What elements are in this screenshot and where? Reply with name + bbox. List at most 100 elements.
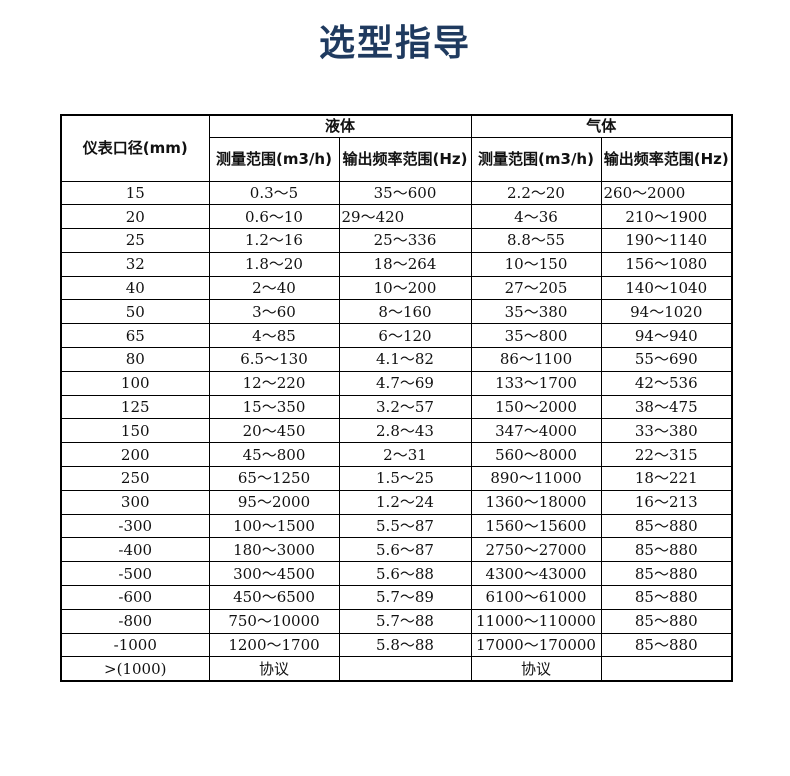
gas-freq-cell: 140～1040	[600, 275, 733, 301]
gas-freq-cell: 210～1900	[600, 204, 733, 230]
liquid-freq-cell: 2～31	[338, 442, 472, 468]
header-liquid: 液体	[208, 114, 472, 138]
gas-flow-cell: 35～380	[470, 299, 602, 325]
gas-freq-cell: 85～880	[600, 537, 733, 563]
table-row: >(1000) 协议 协议	[60, 656, 733, 682]
gas-flow-cell: 2750～27000	[470, 537, 602, 563]
diameter-cell: 200	[60, 442, 210, 468]
liquid-freq-cell: 5.7～88	[338, 608, 472, 634]
diameter-cell: 300	[60, 489, 210, 515]
liquid-freq-cell: 3.2～57	[338, 394, 472, 420]
liquid-freq-cell: 25～336	[338, 228, 472, 253]
gas-flow-cell: 协议	[470, 656, 602, 682]
gas-flow-cell: 8.8～55	[470, 228, 602, 253]
diameter-cell: 250	[60, 466, 210, 491]
diameter-cell: 50	[60, 299, 210, 325]
liquid-freq-cell: 6～120	[338, 323, 472, 349]
gas-freq-cell: 18～221	[600, 466, 733, 491]
gas-flow-cell: 2.2～20	[470, 180, 602, 206]
liquid-flow-cell: 180～3000	[208, 537, 340, 563]
table-row: 200 45～800 2～31 560～8000 22～315	[60, 442, 733, 468]
table-row: 150 20～450 2.8～43 347～4000 33～380	[60, 418, 733, 444]
liquid-freq-cell: 5.8～88	[338, 632, 472, 658]
gas-freq-cell: 22～315	[600, 442, 733, 468]
diameter-cell: 125	[60, 394, 210, 420]
header-diameter: 仪表口径(mm)	[60, 114, 210, 182]
table-row: -500 300～4500 5.6～88 4300～43000 85～880	[60, 561, 733, 587]
gas-flow-cell: 1360～18000	[470, 489, 602, 515]
table-row: 80 6.5～130 4.1～82 86～1100 55～690	[60, 347, 733, 372]
liquid-flow-cell: 95～2000	[208, 489, 340, 515]
diameter-cell: -300	[60, 513, 210, 539]
liquid-freq-cell: 8～160	[338, 299, 472, 325]
table-row: 100 12～220 4.7～69 133～1700 42～536	[60, 370, 733, 396]
gas-flow-cell: 133～1700	[470, 370, 602, 396]
liquid-flow-cell: 15～350	[208, 394, 340, 420]
liquid-flow-cell: 750～10000	[208, 608, 340, 634]
liquid-flow-cell: 1.2～16	[208, 228, 340, 253]
gas-freq-cell: 85～880	[600, 632, 733, 658]
gas-flow-cell: 4300～43000	[470, 561, 602, 587]
gas-freq-cell: 85～880	[600, 561, 733, 587]
table-row: 250 65～1250 1.5～25 890～11000 18～221	[60, 466, 733, 491]
gas-flow-cell: 35～800	[470, 323, 602, 349]
liquid-freq-cell: 4.7～69	[338, 370, 472, 396]
table-row: -800 750～10000 5.7～88 11000～110000 85～880	[60, 608, 733, 634]
liquid-flow-cell: 20～450	[208, 418, 340, 444]
table-row: 25 1.2～16 25～336 8.8～55 190～1140	[60, 228, 733, 253]
diameter-cell: -400	[60, 537, 210, 563]
gas-freq-cell: 85～880	[600, 608, 733, 634]
gas-flow-cell: 11000～110000	[470, 608, 602, 634]
gas-flow-cell: 560～8000	[470, 442, 602, 468]
diameter-cell: 32	[60, 251, 210, 277]
gas-freq-cell: 260～2000	[600, 180, 733, 206]
diameter-cell: 80	[60, 347, 210, 372]
gas-flow-cell: 347～4000	[470, 418, 602, 444]
table-row: 50 3～60 8～160 35～380 94～1020	[60, 299, 733, 325]
gas-flow-cell: 17000～170000	[470, 632, 602, 658]
liquid-flow-cell: 1.8～20	[208, 251, 340, 277]
table-row: 32 1.8～20 18～264 10～150 156～1080	[60, 251, 733, 277]
gas-freq-cell: 85～880	[600, 585, 733, 610]
header-gas-flow-range: 测量范围(m3/h)	[470, 136, 602, 182]
liquid-freq-cell: 1.5～25	[338, 466, 472, 491]
liquid-freq-cell	[338, 656, 472, 682]
table-row: 65 4～85 6～120 35～800 94～940	[60, 323, 733, 349]
gas-flow-cell: 86～1100	[470, 347, 602, 372]
diameter-cell: -500	[60, 561, 210, 587]
liquid-freq-cell: 5.5～87	[338, 513, 472, 539]
gas-freq-cell: 38～475	[600, 394, 733, 420]
gas-flow-cell: 150～2000	[470, 394, 602, 420]
liquid-flow-cell: 300～4500	[208, 561, 340, 587]
table-row: 20 0.6～10 29～420 4～36 210～1900	[60, 204, 733, 230]
liquid-flow-cell: 3～60	[208, 299, 340, 325]
liquid-flow-cell: 6.5～130	[208, 347, 340, 372]
gas-flow-cell: 890～11000	[470, 466, 602, 491]
liquid-flow-cell: 0.3～5	[208, 180, 340, 206]
diameter-cell: 40	[60, 275, 210, 301]
table-row: 40 2～40 10～200 27～205 140～1040	[60, 275, 733, 301]
page-title: 选型指导	[318, 23, 471, 64]
diameter-cell: >(1000)	[60, 656, 210, 682]
liquid-flow-cell: 4～85	[208, 323, 340, 349]
liquid-flow-cell: 45～800	[208, 442, 340, 468]
diameter-cell: 100	[60, 370, 210, 396]
table-row: 15 0.3～5 35～600 2.2～20 260～2000	[60, 180, 733, 206]
table-row: -300 100～1500 5.5～87 1560～15600 85～880	[60, 513, 733, 539]
gas-freq-cell: 94～1020	[600, 299, 733, 325]
liquid-freq-cell: 35～600	[338, 180, 472, 206]
gas-freq-cell: 33～380	[600, 418, 733, 444]
gas-freq-cell: 190～1140	[600, 228, 733, 253]
liquid-flow-cell: 1200～1700	[208, 632, 340, 658]
liquid-flow-cell: 12～220	[208, 370, 340, 396]
liquid-flow-cell: 协议	[208, 656, 340, 682]
table-row: 125 15～350 3.2～57 150～2000 38～475	[60, 394, 733, 420]
table-row: -600 450～6500 5.7～89 6100～61000 85～880	[60, 585, 733, 610]
gas-flow-cell: 27～205	[470, 275, 602, 301]
diameter-cell: 20	[60, 204, 210, 230]
gas-freq-cell: 42～536	[600, 370, 733, 396]
liquid-freq-cell: 5.7～89	[338, 585, 472, 610]
gas-freq-cell: 55～690	[600, 347, 733, 372]
selection-table: 仪表口径(mm) 液体 气体 测量范围(m3/h) 输出频率范围(Hz) 测量范…	[60, 114, 733, 683]
gas-flow-cell: 6100～61000	[470, 585, 602, 610]
